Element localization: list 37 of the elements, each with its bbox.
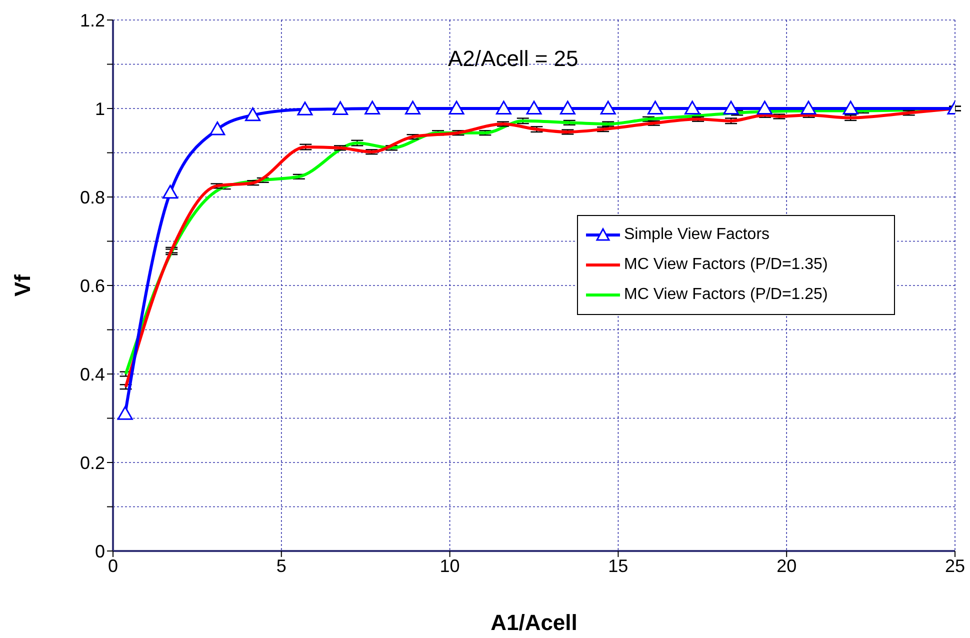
point: [448, 100, 464, 114]
point: [364, 100, 380, 114]
point: [245, 107, 261, 122]
point: [648, 100, 663, 114]
y-tick-label: 1: [94, 98, 105, 119]
point: [332, 101, 348, 115]
point: [210, 122, 226, 136]
point: [560, 100, 576, 114]
legend-label: MC View Factors (P/D=1.25): [624, 286, 828, 304]
y-tick-label: 0: [94, 541, 105, 562]
point: [756, 100, 772, 114]
x-axis-title: A1/Acell: [490, 610, 578, 635]
x-tick-label: 0: [108, 556, 118, 576]
x-tick-label: 5: [276, 556, 286, 576]
legend-label: Simple View Factors: [624, 226, 770, 244]
y-tick-label: 0.2: [80, 452, 105, 473]
x-tick-label: 10: [440, 556, 460, 576]
point: [684, 100, 700, 114]
x-tick-label: 15: [608, 556, 628, 576]
y-tick-label: 0.6: [80, 276, 105, 296]
point: [405, 100, 420, 114]
point: [723, 100, 739, 114]
y-axis-title: Vf: [10, 274, 35, 296]
y-tick-label: 1.2: [80, 10, 105, 30]
x-tick-label: 20: [776, 556, 797, 576]
point: [600, 100, 616, 114]
y-tick-label: 0.4: [80, 364, 105, 384]
point: [496, 100, 512, 114]
point: [800, 100, 816, 114]
annotation: A2/Acell = 25: [448, 46, 578, 72]
x-tick-label: 25: [944, 556, 966, 576]
y-tick-label: 0.8: [80, 187, 105, 208]
legend-label: MC View Factors (P/D=1.35): [624, 256, 828, 274]
point: [162, 184, 178, 199]
point: [297, 102, 313, 116]
point: [117, 406, 133, 420]
point: [526, 100, 542, 114]
